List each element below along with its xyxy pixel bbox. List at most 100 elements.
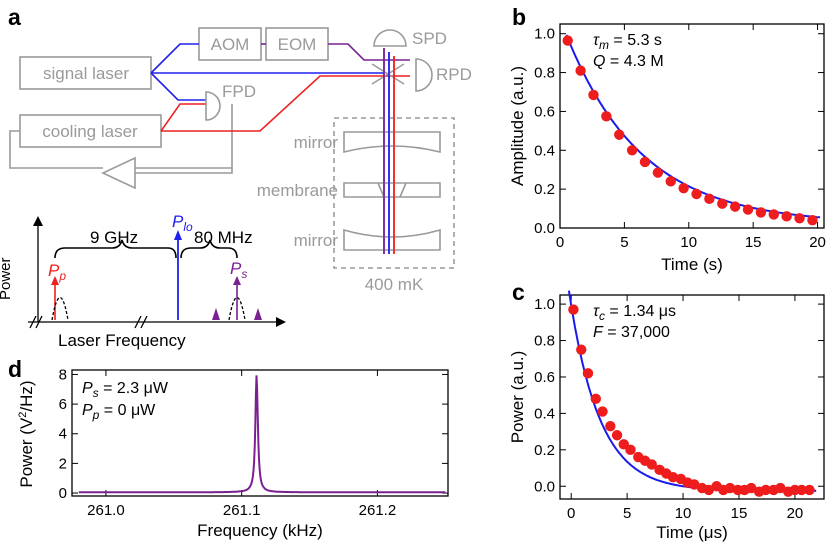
y-tick-label: 1.0 [534, 26, 555, 43]
x-tick-label: 20 [787, 505, 804, 522]
annotation-pp: Pp = 0 μW [82, 402, 156, 422]
cooling-laser-box: cooling laser [19, 114, 162, 148]
mirror-top-icon [343, 131, 441, 154]
signal-beam-to-fpd [150, 72, 206, 101]
membrane-label: membrane [257, 181, 338, 200]
data-point [768, 209, 779, 220]
y-tick-label: 4 [59, 426, 67, 443]
panel-b: b 0 5 10 15 20 0.0 0.2 0.4 0.6 0.8 1.0 Time (s) Am… [508, 4, 826, 274]
panel-label-b: b [512, 4, 526, 30]
x-tick-label: 15 [745, 234, 762, 251]
data-point [703, 484, 714, 496]
x-tick-label: 261.0 [87, 502, 125, 519]
data-point [742, 204, 754, 215]
spectrum-xlabel: Laser Frequency [58, 331, 186, 350]
y-tick-label: 0.0 [534, 220, 555, 237]
x-tick-label: 20 [809, 234, 826, 251]
x-tick-label: 5 [623, 505, 631, 522]
data-point [804, 484, 815, 496]
spd-detector-icon: SPD [373, 29, 447, 48]
data-point [794, 213, 805, 224]
panel-label-a: a [8, 4, 21, 30]
xlabel-d: Frequency (kHz) [197, 521, 323, 540]
y-tick-label: 8 [59, 366, 67, 383]
axis-ticks-b: 0 5 10 15 20 0.0 0.2 0.4 0.6 0.8 1.0 [534, 24, 826, 251]
y-tick-label: 0.4 [534, 405, 555, 422]
data-point [717, 198, 728, 209]
xlabel-b: Time (s) [661, 255, 723, 274]
panel-label-c: c [512, 279, 525, 305]
annotation-ps: Ps = 2.3 μW [82, 380, 169, 400]
temperature-label: 400 mK [365, 275, 424, 294]
data-point [611, 430, 623, 441]
data-point [746, 482, 757, 494]
signal-laser-box: signal laser [19, 56, 152, 90]
fit-curve-c [567, 290, 817, 492]
x-tick-label: 10 [675, 505, 692, 522]
x-tick-label: 261.2 [359, 502, 397, 519]
xlabel-c: Time (μs) [656, 523, 728, 542]
gap-9ghz-label: 9 GHz [90, 228, 138, 247]
data-point [582, 368, 594, 379]
data-point [796, 484, 807, 496]
data-point [588, 89, 599, 101]
frequency-spectrum-sketch: Power Laser Frequency Pp Plo Ps 9 GHz 80… [0, 212, 286, 350]
annotation-tau-c: τc = 1.34 μs [593, 303, 676, 323]
axis-ticks-d: 261.0 261.1 261.2 0 2 4 6 8 [59, 366, 448, 519]
y-tick-label: 0.2 [534, 181, 555, 198]
axis-break-icon [134, 315, 148, 329]
annotation-finesse: F = 37,000 [593, 324, 670, 341]
ylabel-c: Power (a.u.) [508, 351, 527, 444]
data-points-b [562, 35, 818, 226]
x-tick-label: 15 [731, 505, 748, 522]
pp-label: Pp [48, 261, 66, 283]
data-point [605, 420, 616, 432]
data-point [614, 129, 625, 140]
cooling-laser-label: cooling laser [42, 122, 138, 141]
ylabel-b: Amplitude (a.u.) [508, 66, 527, 186]
data-point [704, 193, 715, 205]
x-tick-label: 0 [567, 505, 575, 522]
data-point [576, 344, 587, 355]
panel-label-d: d [8, 356, 22, 382]
spd-label: SPD [412, 29, 447, 48]
y-tick-label: 0.6 [534, 369, 555, 386]
cooling-beam [206, 75, 410, 132]
data-point [562, 35, 573, 46]
data-point [689, 479, 700, 490]
sideband-icon [212, 308, 220, 320]
y-tick-label: 0 [59, 485, 67, 502]
plot-frame-c [559, 294, 825, 500]
brace-9ghz [54, 239, 177, 259]
data-point [678, 182, 689, 194]
data-point [597, 406, 608, 417]
data-points-c [568, 304, 815, 497]
data-point [590, 393, 601, 405]
data-point [575, 65, 586, 76]
plot-frame-d [71, 369, 449, 497]
data-point [652, 167, 664, 178]
mirror-top-label: mirror [294, 133, 339, 152]
mirror-bottom-label: mirror [294, 231, 339, 250]
spectrum-ylabel: Power [0, 257, 14, 300]
sideband-icon [254, 308, 262, 320]
ylabel-d: Power (V2/Hz) [17, 380, 36, 487]
y-tick-label: 6 [59, 396, 67, 413]
amplifier-triangle-icon [101, 156, 136, 190]
spectrum-trace-d [78, 375, 446, 494]
data-point [691, 188, 702, 200]
panel-c: c 0 5 10 15 20 0.0 0.2 0.4 0.6 0.8 1.0 Time (μs) P… [508, 279, 825, 542]
data-point [601, 111, 612, 122]
data-point [760, 484, 772, 496]
panel-a: a signal laser cooling laser AOM EOM [0, 4, 472, 350]
data-point [755, 207, 767, 218]
y-tick-label: 0.4 [534, 142, 555, 159]
data-point [625, 444, 636, 456]
brace-80mhz [180, 239, 238, 259]
data-point [781, 211, 792, 222]
modulated-beam [328, 43, 410, 61]
annotation-tau-m: τm = 5.3 s [593, 32, 662, 52]
data-point [665, 176, 676, 187]
data-point [775, 482, 786, 494]
